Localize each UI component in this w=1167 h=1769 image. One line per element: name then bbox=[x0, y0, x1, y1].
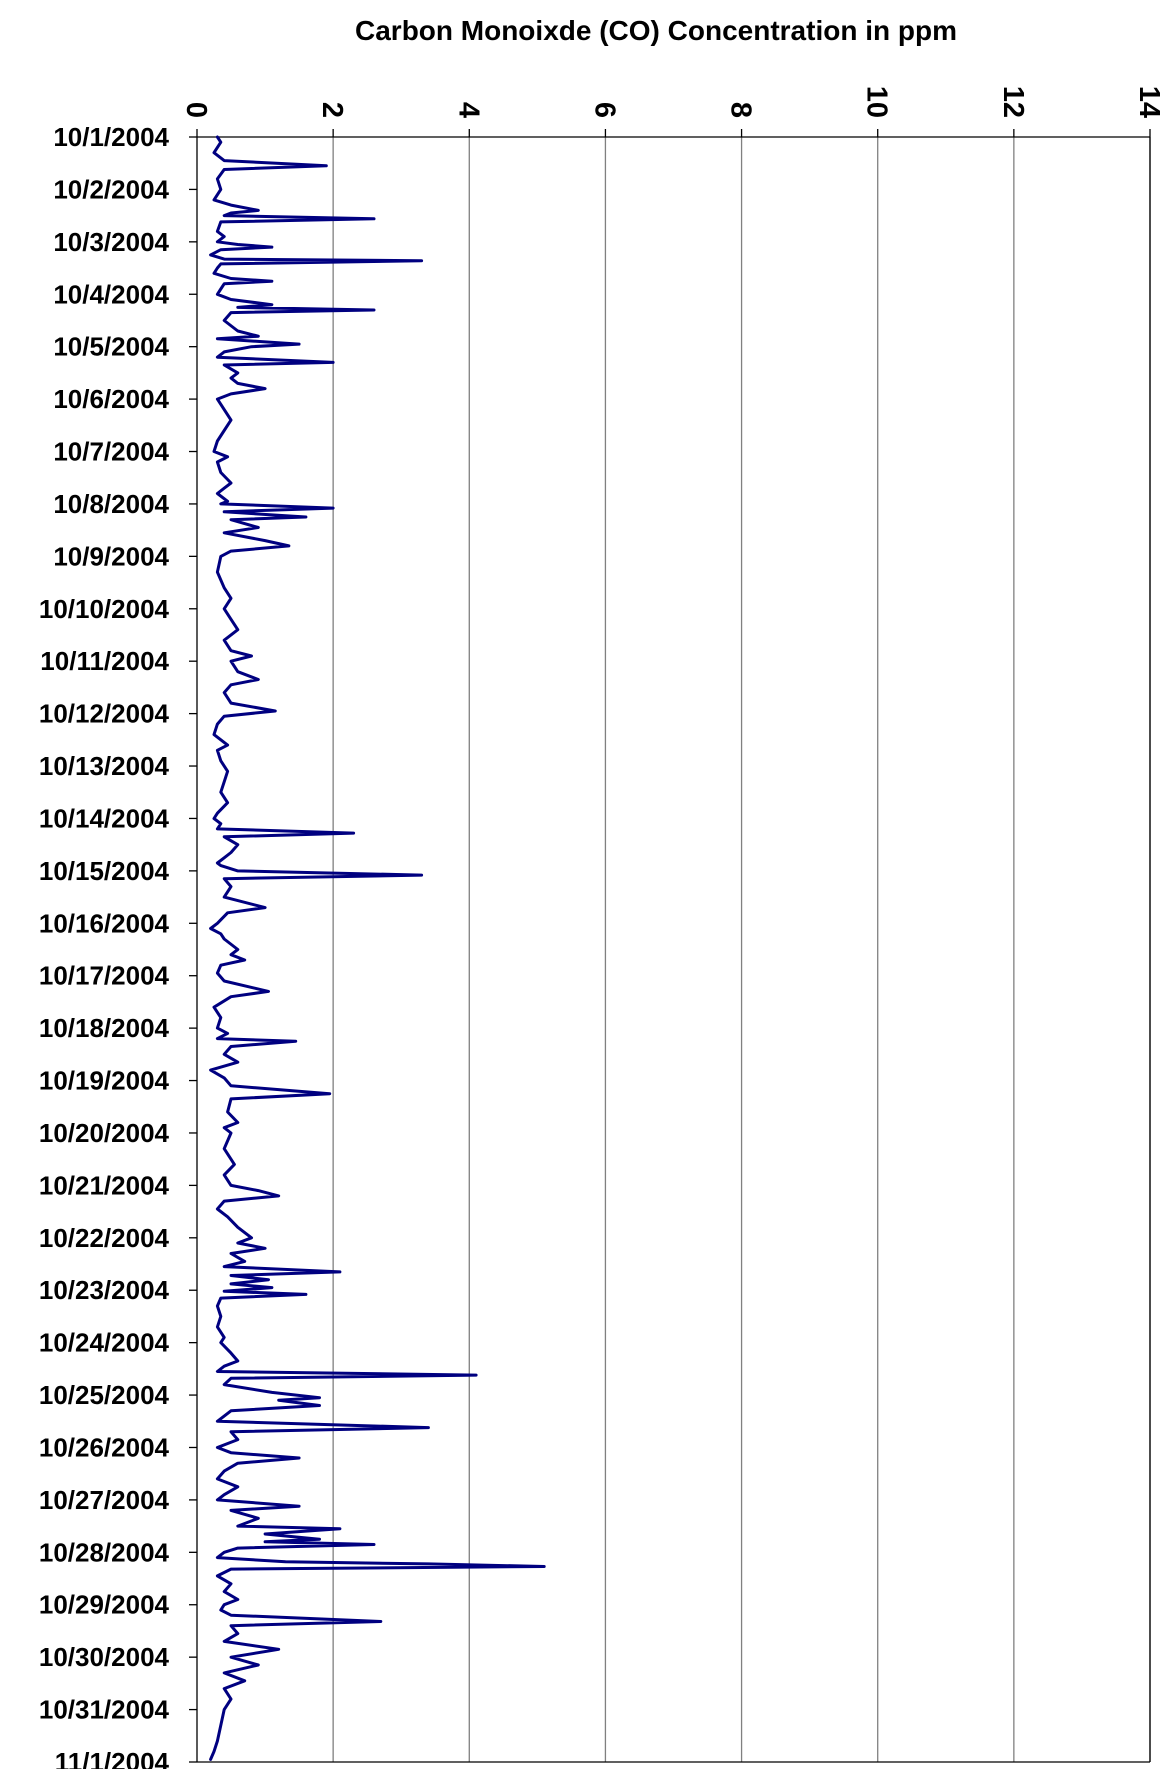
value-tick-label-8: 8 bbox=[725, 102, 757, 118]
date-tick-label: 10/2/2004 bbox=[53, 174, 169, 204]
date-tick-label: 10/27/2004 bbox=[39, 1485, 170, 1515]
value-tick-label-6: 6 bbox=[588, 102, 620, 118]
date-tick-label: 10/11/2004 bbox=[40, 646, 169, 676]
date-tick-label: 10/31/2004 bbox=[39, 1695, 170, 1725]
date-tick-label: 10/20/2004 bbox=[39, 1118, 170, 1148]
value-gridlines bbox=[332, 137, 1151, 1762]
date-tick-label: 10/26/2004 bbox=[39, 1432, 170, 1462]
value-tick-label-12: 12 bbox=[997, 86, 1029, 118]
date-tick-label: 11/1/2004 bbox=[55, 1747, 170, 1769]
date-tick-label: 10/6/2004 bbox=[53, 384, 169, 414]
chart-title: Carbon Monoixde (CO) Concentration in pp… bbox=[355, 15, 957, 46]
date-tick-label: 10/4/2004 bbox=[53, 279, 169, 309]
date-tick-label: 10/16/2004 bbox=[39, 908, 170, 938]
date-tick-label: 10/18/2004 bbox=[39, 1013, 170, 1043]
date-tick-label: 10/29/2004 bbox=[39, 1590, 170, 1620]
series-layer bbox=[209, 135, 546, 1761]
co-series-line bbox=[209, 135, 546, 1761]
date-tick-label: 10/1/2004 bbox=[53, 122, 169, 152]
date-tick-label: 10/13/2004 bbox=[39, 751, 170, 781]
value-tick-label-10: 10 bbox=[861, 86, 893, 118]
date-axis-ticks: 10/1/2004 10/2/2004 10/3/2004 10/4/2004 10/5… bbox=[39, 122, 197, 1769]
date-tick-label: 10/12/2004 bbox=[39, 699, 170, 729]
date-tick-label: 10/19/2004 bbox=[39, 1066, 170, 1096]
date-tick-label: 10/10/2004 bbox=[39, 594, 170, 624]
axes bbox=[196, 136, 1151, 1763]
value-tick-label-0: 0 bbox=[180, 102, 212, 118]
date-tick-label: 10/30/2004 bbox=[39, 1642, 170, 1672]
date-tick-label: 10/3/2004 bbox=[53, 227, 169, 257]
date-tick-label: 10/9/2004 bbox=[53, 541, 169, 571]
date-tick-label: 10/25/2004 bbox=[39, 1380, 170, 1410]
date-tick-label: 10/17/2004 bbox=[39, 961, 170, 991]
date-tick-label: 10/7/2004 bbox=[53, 437, 169, 467]
date-tick-label: 10/24/2004 bbox=[39, 1328, 170, 1358]
value-tick-label-2: 2 bbox=[316, 102, 348, 118]
date-tick-label: 10/14/2004 bbox=[39, 803, 170, 833]
date-tick-label: 10/5/2004 bbox=[53, 332, 169, 362]
date-tick-label: 10/15/2004 bbox=[39, 856, 170, 886]
date-tick-label: 10/28/2004 bbox=[39, 1537, 170, 1567]
value-tick-label-14: 14 bbox=[1133, 86, 1165, 118]
date-tick-label: 10/21/2004 bbox=[39, 1170, 170, 1200]
date-tick-label: 10/8/2004 bbox=[53, 489, 169, 519]
date-tick-label: 10/23/2004 bbox=[39, 1275, 170, 1305]
date-tick-label: 10/22/2004 bbox=[39, 1223, 170, 1253]
value-tick-label-4: 4 bbox=[452, 102, 484, 118]
value-axis-ticks: 0 2 4 6 8 10 12 14 bbox=[180, 86, 1165, 137]
